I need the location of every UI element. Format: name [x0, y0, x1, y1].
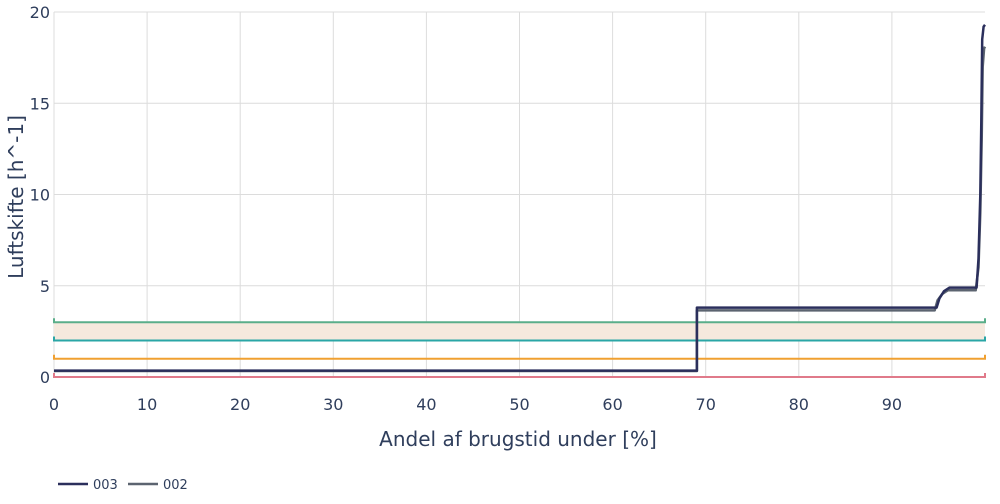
legend-label: 002 [163, 478, 188, 493]
x-tick-label: 40 [416, 395, 436, 414]
reference-line [53, 373, 986, 378]
reference-line [53, 354, 986, 360]
x-tick-label: 20 [230, 395, 250, 414]
legend-label: 003 [93, 478, 118, 493]
series-lines [54, 24, 987, 373]
x-tick-label: 60 [602, 395, 622, 414]
series-line-003 [54, 24, 986, 372]
x-tick-label: 10 [137, 395, 157, 414]
x-tick-label: 80 [789, 395, 809, 414]
x-tick-label: 50 [509, 395, 529, 414]
legend-item-002[interactable]: 002 [128, 478, 188, 493]
y-tick-label: 20 [30, 3, 50, 22]
reference-line [53, 336, 986, 342]
y-tick-label: 15 [30, 94, 50, 113]
x-tick-label: 70 [696, 395, 716, 414]
reference-lines [53, 318, 986, 378]
legend[interactable]: 003 002 [58, 478, 188, 493]
y-axis-tick-labels: 0 5 10 15 20 [30, 3, 50, 387]
x-axis-tick-labels: 0 10 20 30 40 50 60 70 80 90 [49, 395, 902, 414]
x-tick-label: 90 [882, 395, 902, 414]
y-axis-label: Luftskifte [h^-1] [4, 115, 28, 279]
x-tick-label: 0 [49, 395, 59, 414]
y-tick-label: 10 [30, 186, 50, 205]
y-tick-label: 0 [40, 368, 50, 387]
x-axis-label: Andel af brugstid under [%] [379, 427, 657, 451]
legend-item-003[interactable]: 003 [58, 478, 118, 493]
y-tick-label: 5 [40, 277, 50, 296]
x-tick-label: 30 [323, 395, 343, 414]
comfort-band [54, 322, 985, 341]
reference-line [53, 318, 986, 324]
band-rect [54, 322, 985, 341]
